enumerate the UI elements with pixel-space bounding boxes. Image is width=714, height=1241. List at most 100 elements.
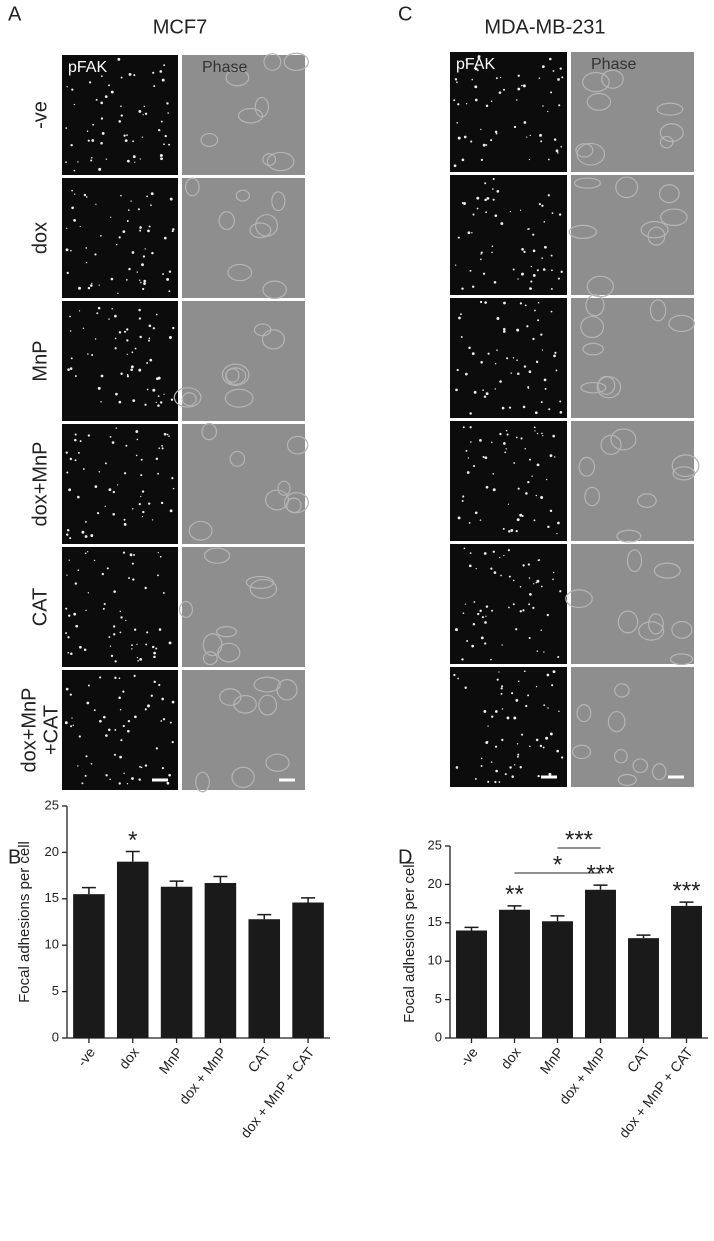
- adhesion-dot: [547, 707, 549, 709]
- adhesion-dot: [117, 57, 121, 61]
- adhesion-dot: [454, 628, 458, 632]
- significance-mark: ***: [672, 877, 700, 904]
- adhesion-dot: [496, 317, 500, 320]
- adhesion-dot: [501, 738, 504, 742]
- cell-outline: [670, 653, 694, 666]
- cell-outline: [610, 428, 637, 451]
- adhesion-dot: [147, 229, 150, 233]
- adhesion-dot: [471, 78, 473, 81]
- adhesion-dot: [72, 724, 74, 727]
- adhesion-dot: [490, 100, 493, 103]
- adhesion-dot: [73, 612, 77, 616]
- adhesion-dot: [120, 194, 122, 197]
- adhesion-dot: [131, 562, 134, 565]
- adhesion-dot: [77, 161, 79, 163]
- cell-outline: [647, 226, 666, 246]
- adhesion-dot: [126, 375, 130, 378]
- adhesion-dot: [160, 720, 163, 722]
- adhesion-dot: [523, 121, 527, 124]
- adhesion-dot: [172, 487, 175, 490]
- adhesion-dot: [495, 769, 498, 773]
- adhesion-dot: [552, 578, 554, 581]
- adhesion-dot: [133, 74, 136, 77]
- adhesion-dot: [548, 408, 551, 411]
- bar: [585, 889, 616, 1038]
- adhesion-dot: [148, 502, 151, 505]
- adhesion-dot: [514, 764, 516, 766]
- adhesion-dot: [139, 765, 141, 768]
- adhesion-dot: [485, 104, 489, 108]
- adhesion-dot: [471, 232, 473, 234]
- adhesion-dot: [517, 278, 519, 280]
- adhesion-dot: [542, 105, 544, 107]
- adhesion-dot: [132, 508, 134, 510]
- adhesion-dot: [479, 439, 482, 442]
- phase-image: [182, 55, 305, 175]
- adhesion-dot: [476, 196, 480, 200]
- adhesion-dot: [517, 87, 521, 91]
- adhesion-dot: [550, 288, 553, 290]
- adhesion-dot: [522, 84, 526, 88]
- adhesion-dot: [89, 284, 93, 287]
- adhesion-dot: [532, 337, 535, 341]
- adhesion-dot: [480, 765, 483, 767]
- adhesion-dot: [149, 358, 153, 362]
- adhesion-dot: [74, 433, 77, 436]
- adhesion-dot: [119, 610, 122, 613]
- adhesion-dot: [101, 75, 103, 77]
- adhesion-dot: [94, 485, 98, 488]
- adhesion-dot: [543, 221, 546, 223]
- panel-label: D: [398, 846, 412, 868]
- adhesion-dot: [73, 169, 76, 172]
- adhesion-dot: [554, 351, 557, 354]
- adhesion-dot: [91, 282, 93, 285]
- cell-outline: [249, 222, 272, 239]
- adhesion-dot: [516, 743, 519, 745]
- adhesion-dot: [560, 146, 562, 148]
- adhesion-dot: [530, 287, 533, 290]
- adhesion-dot: [77, 569, 80, 572]
- bar: [204, 883, 237, 1038]
- adhesion-dot: [103, 715, 106, 719]
- adhesion-dot: [169, 509, 173, 513]
- adhesion-dot: [469, 426, 472, 429]
- adhesion-dot: [559, 590, 562, 593]
- adhesion-dot: [541, 204, 544, 207]
- adhesion-dot: [139, 279, 141, 281]
- adhesion-dot: [77, 451, 80, 454]
- adhesion-dot: [136, 643, 138, 646]
- adhesion-dot: [66, 271, 69, 275]
- adhesion-dot: [107, 728, 111, 732]
- adhesion-dot: [536, 463, 540, 467]
- adhesion-dot: [105, 158, 108, 160]
- adhesion-dot: [557, 152, 559, 154]
- cell-outline: [253, 676, 281, 693]
- adhesion-dot: [142, 114, 144, 116]
- adhesion-dot: [547, 194, 550, 197]
- adhesion-dot: [114, 347, 117, 350]
- adhesion-dot: [557, 521, 560, 525]
- adhesion-dot: [512, 268, 515, 271]
- cell-outline: [584, 486, 601, 507]
- adhesion-dot: [100, 117, 104, 120]
- adhesion-dot: [508, 606, 510, 609]
- adhesion-dot: [131, 644, 133, 647]
- adhesion-dot: [453, 673, 456, 677]
- x-tick-label: CAT: [244, 1044, 273, 1075]
- adhesion-dot: [559, 67, 562, 70]
- adhesion-dot: [460, 313, 462, 316]
- adhesion-dot: [538, 559, 541, 561]
- adhesion-dot: [90, 156, 93, 159]
- adhesion-dot: [484, 642, 487, 645]
- adhesion-dot: [555, 369, 558, 372]
- y-tick-label: 5: [435, 991, 442, 1006]
- adhesion-dot: [70, 357, 73, 360]
- adhesion-dot: [482, 456, 485, 458]
- adhesion-dot: [150, 204, 152, 207]
- adhesion-dot: [461, 499, 464, 502]
- phase-image: [571, 52, 694, 172]
- adhesion-dot: [133, 674, 136, 677]
- adhesion-dot: [512, 603, 515, 606]
- x-tick-label: MnP: [536, 1044, 566, 1077]
- x-tick-label: dox + MnP + CAT: [615, 1044, 696, 1141]
